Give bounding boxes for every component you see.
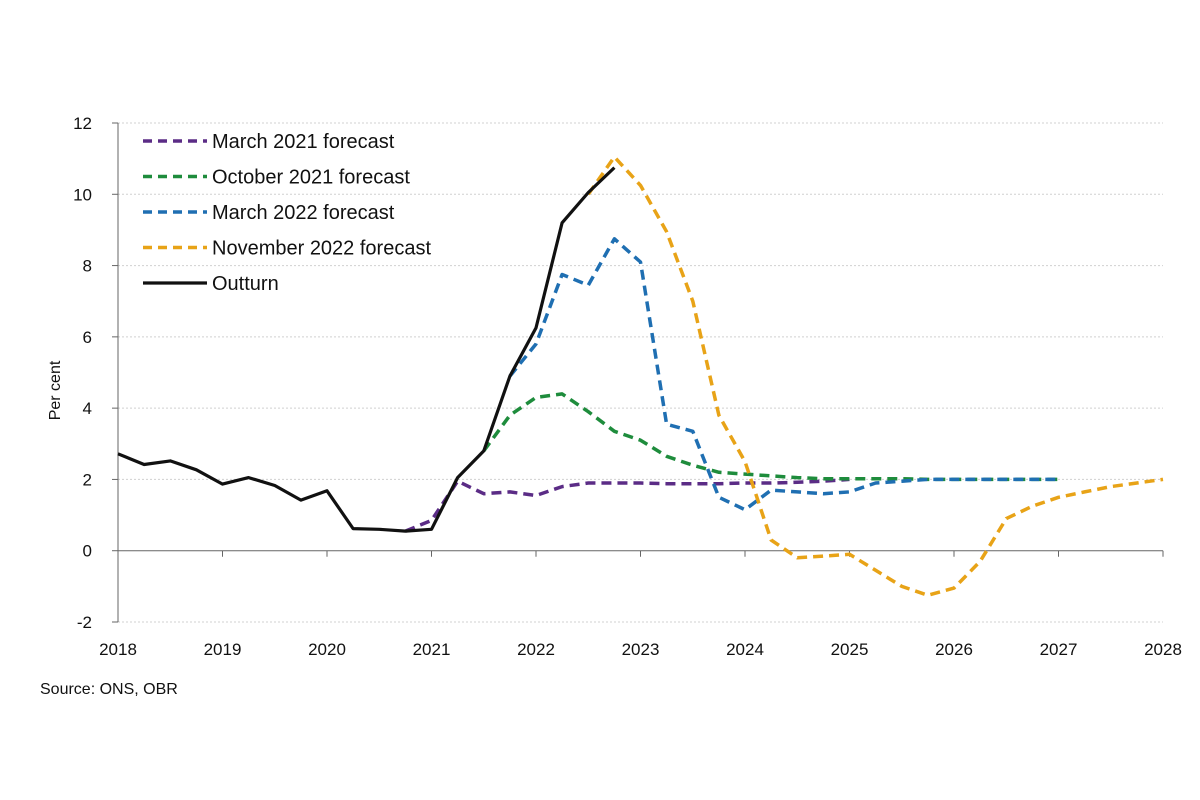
x-tick-label: 2022: [517, 640, 555, 659]
y-tick-label: 2: [83, 470, 92, 489]
x-tick-label: 2021: [413, 640, 451, 659]
series-line: [508, 237, 1059, 512]
series-line: [404, 477, 850, 533]
y-tick-label: 4: [83, 399, 92, 418]
gridlines: [118, 122, 1163, 623]
x-tick-label: 2025: [831, 640, 869, 659]
x-tick-label: 2020: [308, 640, 346, 659]
series-line: [117, 166, 616, 533]
y-tick-label: 12: [73, 114, 92, 133]
legend-label: November 2022 forecast: [212, 238, 431, 260]
y-tick-label: 6: [83, 328, 92, 347]
y-tick-label: 0: [83, 542, 92, 561]
y-tick-label: -2: [77, 613, 92, 632]
x-tick-label: 2023: [622, 640, 660, 659]
series-lines: [117, 155, 1164, 598]
y-tick-label: 10: [73, 185, 92, 204]
legend-label: October 2021 forecast: [212, 167, 410, 189]
source-note: Source: ONS, OBR: [40, 681, 178, 698]
legend-label: March 2021 forecast: [212, 131, 395, 153]
y-axis-title: Per cent: [47, 360, 64, 420]
legend-label: Outturn: [212, 273, 279, 295]
legend-label: March 2022 forecast: [212, 202, 395, 224]
x-tick-label: 2024: [726, 640, 764, 659]
x-tick-label: 2027: [1040, 640, 1078, 659]
x-tick-label: 2018: [99, 640, 137, 659]
axes: -2 0 2 4 6 8 10 12 2018 2019 2020 2021 2022 2023 2024 2…: [73, 114, 1182, 659]
legend: March 2021 forecast October 2021 forecast…: [143, 131, 431, 295]
series-line: [482, 392, 1059, 482]
series-line: [586, 155, 1164, 598]
x-tick-label: 2019: [204, 640, 242, 659]
x-tick-label: 2028: [1144, 640, 1182, 659]
x-tick-label: 2026: [935, 640, 973, 659]
y-tick-label: 8: [83, 257, 92, 276]
